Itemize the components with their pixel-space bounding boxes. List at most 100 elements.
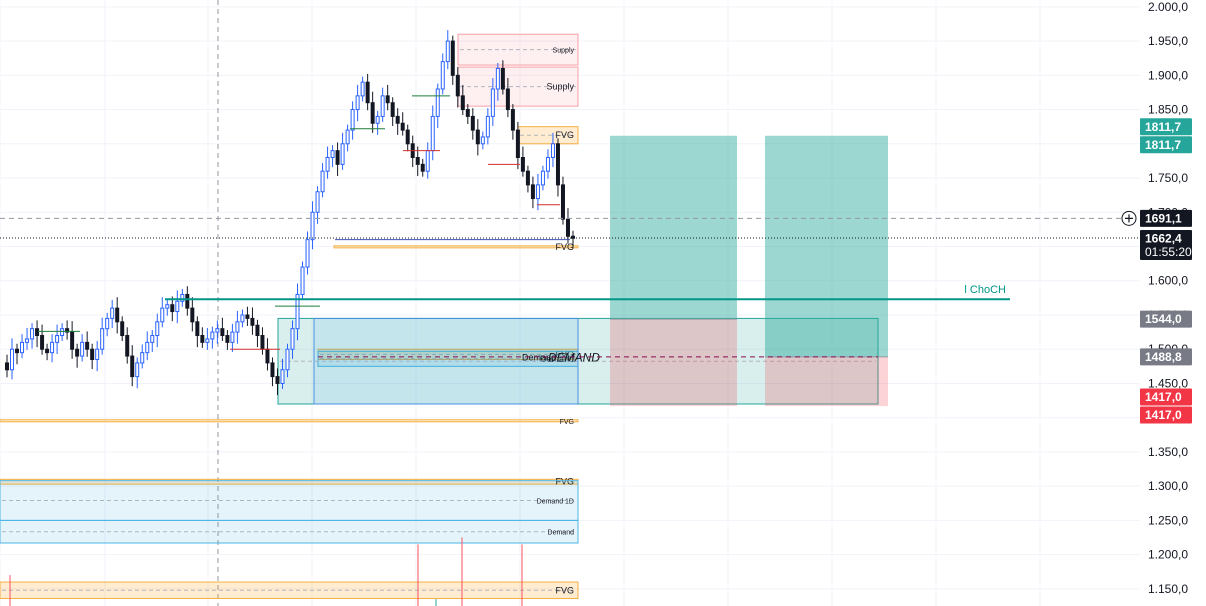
price-axis-bg [1140, 0, 1206, 606]
candle-body [380, 95, 385, 117]
candle-body [175, 300, 180, 313]
position-target-zone[interactable] [610, 135, 737, 320]
candle-body [325, 156, 330, 172]
candle-body [485, 115, 490, 138]
zone-label: FVG [560, 419, 574, 426]
price-axis[interactable]: 1.150,01.200,01.250,01.300,01.350,01.400… [1140, 0, 1206, 606]
candle-body [265, 348, 270, 364]
candle-body [80, 341, 85, 357]
candle-body [55, 335, 60, 343]
candle-body [370, 102, 375, 124]
candle-body [350, 109, 355, 131]
candle-body [480, 136, 485, 145]
positions-layer[interactable] [610, 135, 888, 407]
candle-body [145, 341, 150, 354]
candle-body [460, 95, 465, 111]
candle-body [535, 184, 540, 200]
zones-layer: SupplySupplyFVGFVGFVGDemandFVGFVGDemand … [0, 33, 879, 599]
candle-body [15, 348, 20, 354]
zone-fvg [0, 419, 579, 423]
candle-body [245, 314, 250, 319]
candle-body [65, 328, 70, 333]
zone-label: FVG [555, 242, 574, 252]
candle-body [385, 95, 390, 104]
candle-body [230, 331, 235, 343]
candle-body [390, 102, 395, 117]
plus-icon [1125, 214, 1133, 223]
candle-body [490, 88, 495, 117]
candle-body [340, 143, 345, 165]
candle-body [345, 129, 350, 145]
candle-body [235, 321, 240, 333]
candle-body [195, 321, 200, 337]
position-stop-zone[interactable] [610, 319, 737, 407]
price-label-bg [1140, 118, 1192, 136]
candle-body [120, 321, 125, 337]
candle-body [225, 335, 230, 343]
zone-label: FVG [555, 585, 574, 595]
candle-body [395, 115, 400, 124]
demand-annotation: DEMAND [548, 350, 600, 364]
price-label-bg [1140, 388, 1192, 406]
countdown-label: 01:55:20 [1145, 245, 1192, 259]
candle-body [405, 129, 410, 145]
candle-body [215, 328, 220, 333]
price-tick-label: 1.900,0 [1148, 68, 1188, 82]
position-target-zone[interactable] [765, 135, 888, 357]
price-label-bg [1140, 406, 1192, 424]
candle-body [450, 40, 455, 76]
candle-body [530, 184, 535, 200]
candle-body [185, 293, 190, 309]
candle-body [20, 341, 25, 354]
candle-body [105, 317, 110, 330]
candle-body [310, 211, 315, 241]
position-stop-zone[interactable] [765, 356, 888, 407]
candle-body [295, 293, 300, 330]
candle-body [475, 129, 480, 145]
price-tick-label: 1.450,0 [1148, 376, 1188, 390]
choch-label: l ChoCH [964, 284, 1006, 296]
candle-body [355, 95, 360, 111]
candle-body [495, 67, 500, 90]
price-tick-label: 1.350,0 [1148, 445, 1188, 459]
candle-body [420, 163, 425, 172]
candle-body [95, 348, 100, 360]
candle-body [455, 74, 460, 97]
candle-body [540, 170, 545, 186]
candle-body [240, 314, 245, 323]
candle-body [560, 184, 565, 220]
zone-label: Supply [546, 82, 574, 92]
price-tick-label: 1.950,0 [1148, 34, 1188, 48]
price-tick-label: 1.250,0 [1148, 513, 1188, 527]
candle-body [320, 170, 325, 193]
price-tick-label: 1.750,0 [1148, 171, 1188, 185]
zone-label: Supply [553, 48, 575, 55]
price-label: 1811,7 [1145, 120, 1181, 134]
candle-body [35, 328, 40, 337]
candle-body [85, 341, 90, 350]
candle-body [50, 341, 55, 354]
candle-body [510, 109, 515, 131]
candle-body [5, 362, 10, 371]
candle-body [365, 81, 370, 104]
candle-body [285, 348, 290, 371]
candle-body [315, 191, 320, 213]
candle-body [270, 362, 275, 378]
candle-body [505, 88, 510, 111]
candle-body [275, 376, 280, 384]
candle-body [140, 352, 145, 364]
price-tick-label: 1.200,0 [1148, 548, 1188, 562]
candle-body [110, 307, 115, 319]
candle-body [200, 335, 205, 343]
candle-body [260, 335, 265, 350]
candle-body [150, 335, 155, 343]
candle-body [70, 331, 75, 350]
price-tick-label: 1.150,0 [1148, 582, 1188, 596]
zone-label: FVG [555, 477, 574, 487]
candle-body [360, 81, 365, 97]
candle-body [30, 328, 35, 340]
price-label: 1417,0 [1145, 390, 1182, 404]
candle-body [180, 293, 185, 302]
price-tick-label: 2.000,0 [1148, 0, 1188, 14]
